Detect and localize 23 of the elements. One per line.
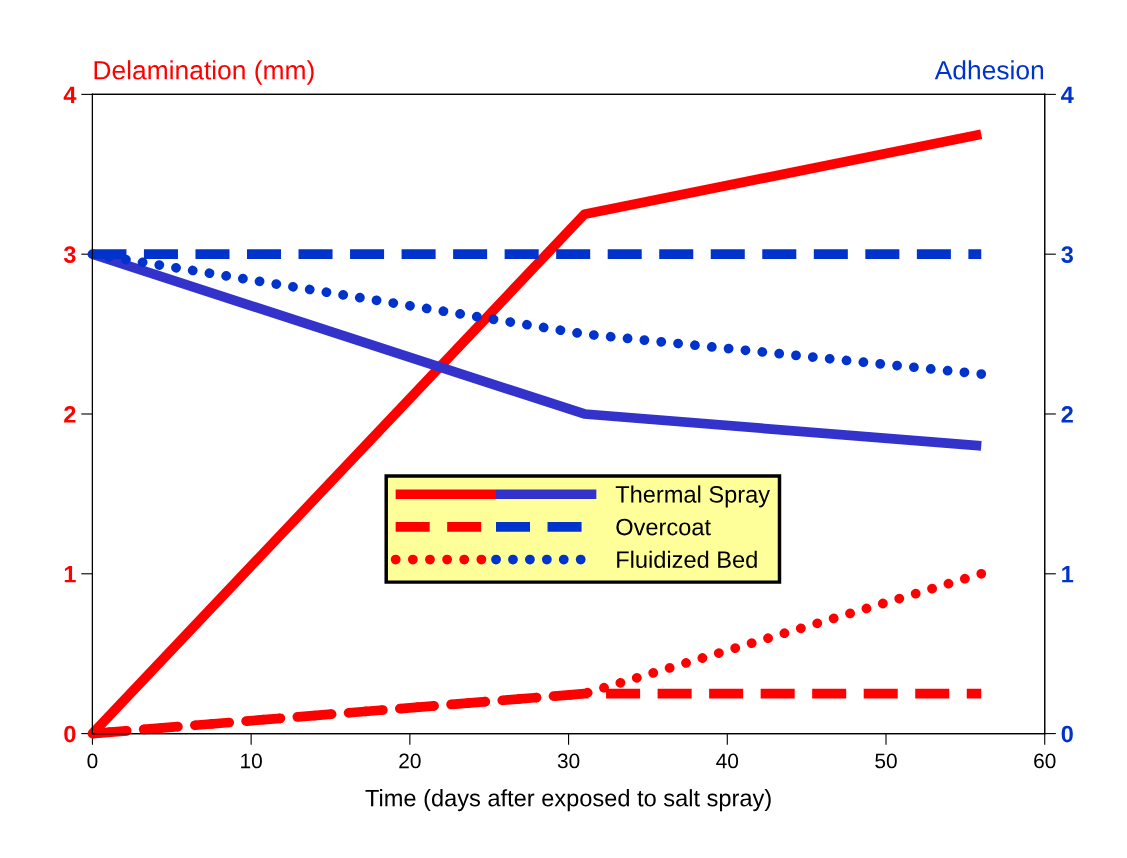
y2-tick-label: 3 [1061, 246, 1073, 263]
x-tick-label: 20 [399, 753, 421, 769]
legend-label: Fluidized Bed [617, 550, 757, 569]
x-tick-label: 30 [557, 753, 580, 769]
y2-tick-label: 2 [1061, 406, 1073, 423]
y2-tick-label: 0 [1061, 725, 1073, 743]
legend-label: Overcoat [616, 518, 711, 536]
x-tick-label: 10 [241, 753, 262, 769]
x-tick-label: 40 [716, 753, 739, 769]
y2-tick-label: 4 [1061, 86, 1074, 103]
x-axis-title: Time (days after exposed to salt spray) [365, 789, 771, 812]
x-tick-label: 60 [1034, 753, 1056, 769]
legend-label: Thermal Spray [615, 485, 771, 508]
y-axis-title: Delamination (mm) [94, 60, 314, 85]
y2-axis-title: Adhesion [934, 60, 1044, 80]
y-tick-label: 3 [63, 246, 76, 263]
y-tick-label: 0 [64, 725, 76, 743]
y-tick-label: 4 [63, 86, 77, 103]
y-tick-label: 1 [64, 566, 76, 583]
x-tick-label: 50 [875, 753, 897, 769]
y-tick-label: 2 [64, 406, 76, 423]
y2-tick-label: 1 [1062, 566, 1074, 583]
x-tick-label: 0 [87, 753, 98, 769]
